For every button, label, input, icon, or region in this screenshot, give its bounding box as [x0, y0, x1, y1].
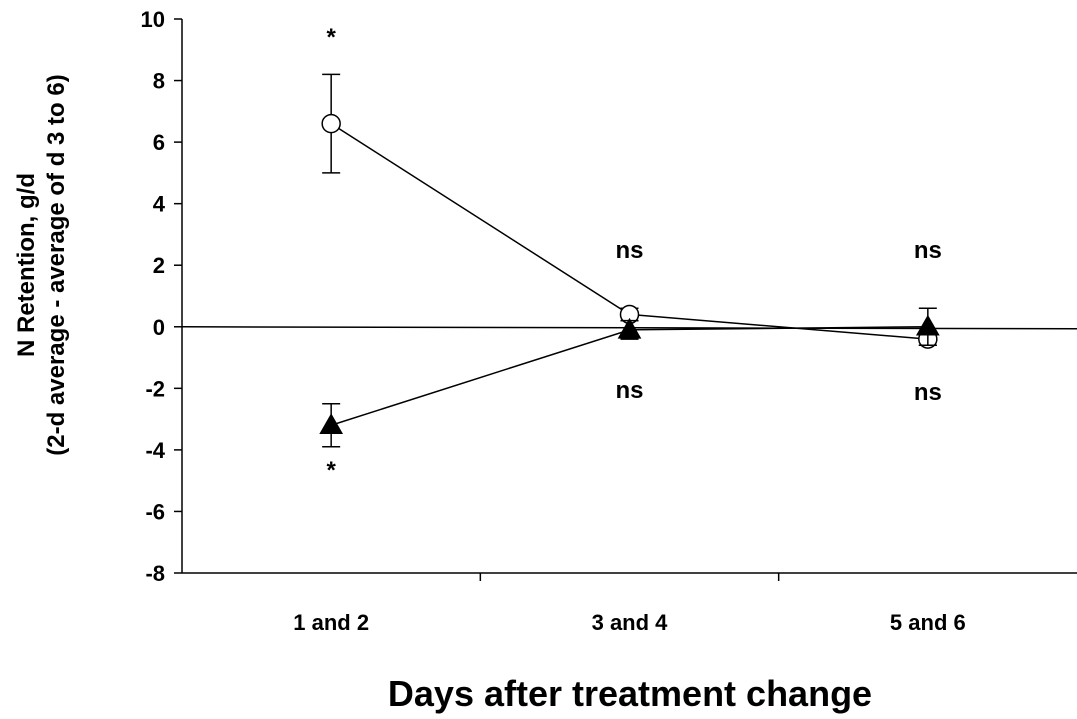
significance-label-bottom: * — [326, 457, 336, 484]
y-axis-title-line-1: N Retention, g/d — [13, 173, 40, 357]
y-tick-label: -2 — [145, 376, 165, 401]
y-tick-label: -6 — [145, 499, 165, 524]
data-point-triangle — [617, 317, 642, 339]
significance-label-bottom: ns — [615, 377, 643, 404]
x-tick-label: 1 and 2 — [293, 610, 369, 635]
significance-label-top: * — [326, 24, 336, 51]
y-tick-label: 6 — [153, 130, 165, 155]
data-point-circle — [321, 113, 341, 134]
y-tick-label: 10 — [141, 7, 165, 32]
data-point-triangle — [319, 413, 344, 435]
y-tick-label: 8 — [153, 69, 165, 94]
x-tick-label: 3 and 4 — [592, 610, 669, 635]
y-axis-title-line-2: (2-d average - average of d 3 to 6) — [43, 74, 70, 455]
y-tick-label: 2 — [153, 253, 165, 278]
y-tick-label: 0 — [153, 315, 165, 340]
significance-label-top: ns — [914, 237, 942, 264]
x-axis-title: Days after treatment change — [388, 673, 872, 714]
x-tick-label: 5 and 6 — [890, 610, 966, 635]
data-point-triangle — [915, 314, 940, 336]
significance-label-bottom: ns — [914, 379, 942, 406]
significance-label-top: ns — [615, 237, 643, 264]
y-tick-label: 4 — [153, 192, 166, 217]
y-tick-label: -4 — [145, 438, 165, 463]
y-tick-label: -8 — [145, 561, 165, 586]
